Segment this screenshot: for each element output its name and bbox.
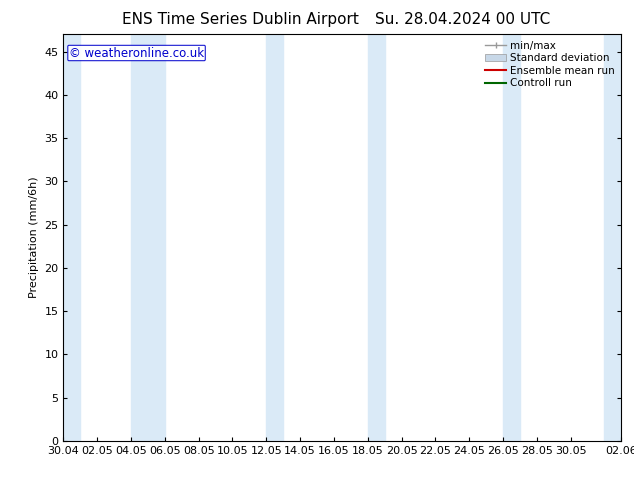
Bar bbox=[266, 34, 283, 441]
Bar bbox=[131, 34, 165, 441]
Legend: min/max, Standard deviation, Ensemble mean run, Controll run: min/max, Standard deviation, Ensemble me… bbox=[482, 37, 618, 92]
Bar bbox=[604, 34, 621, 441]
Bar bbox=[63, 34, 81, 441]
Bar bbox=[503, 34, 520, 441]
Text: © weatheronline.co.uk: © weatheronline.co.uk bbox=[69, 47, 204, 59]
Bar bbox=[368, 34, 385, 441]
Y-axis label: Precipitation (mm/6h): Precipitation (mm/6h) bbox=[29, 177, 39, 298]
Text: ENS Time Series Dublin Airport: ENS Time Series Dublin Airport bbox=[122, 12, 359, 27]
Text: Su. 28.04.2024 00 UTC: Su. 28.04.2024 00 UTC bbox=[375, 12, 550, 27]
